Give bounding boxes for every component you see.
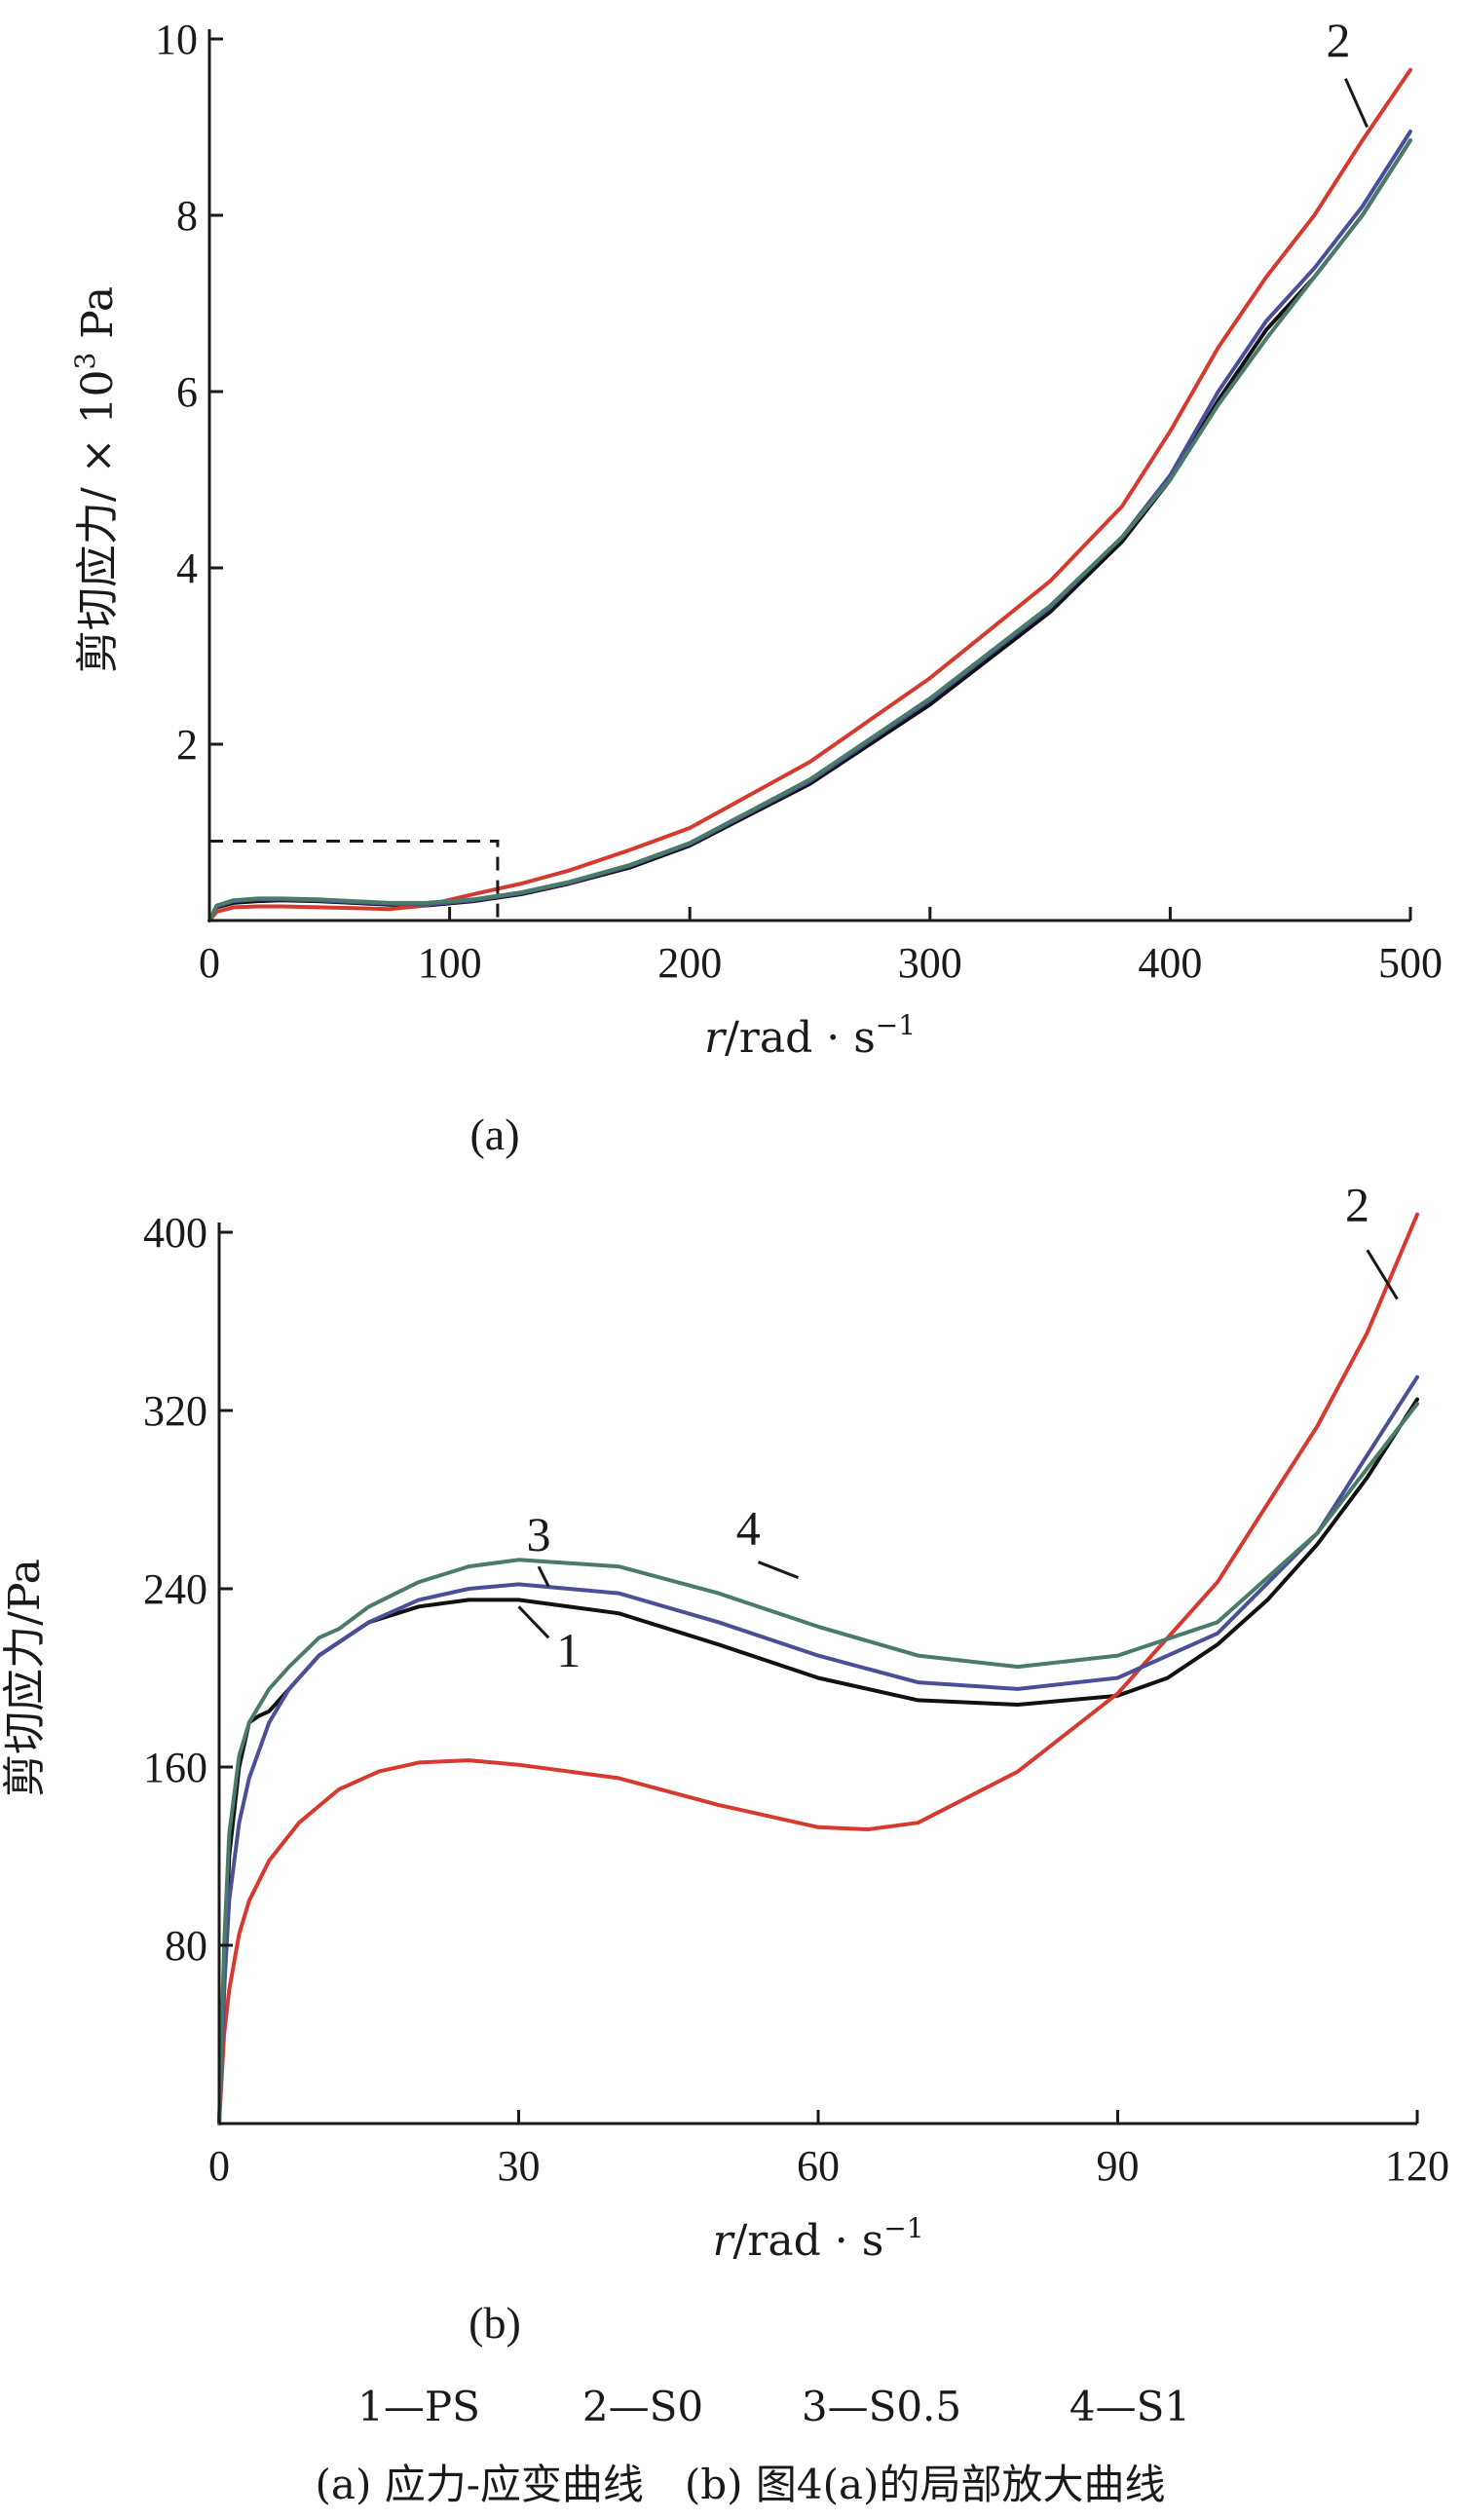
panel-a-x-var: r (704, 1013, 728, 1063)
panel-a-y-text: 剪切应力/ × 10 (73, 370, 123, 674)
panel-a-series-4-line (207, 138, 1412, 922)
panel-b-x-tick-label: 90 (1097, 2142, 1140, 2190)
panel-b-y-tick-label: 160 (143, 1744, 207, 1791)
panel-b-series-tags: 1 2 3 4 (517, 1178, 1399, 1677)
panel-b-tag-leader (757, 1561, 800, 1579)
panel-a-x-tick-label: 500 (1378, 939, 1443, 987)
panel-a-series-tags: 2 (1327, 13, 1369, 129)
panel-a-x-exp: −1 (876, 1009, 916, 1041)
panel-b-series-1-tag: 1 (556, 1623, 581, 1677)
panel-b-x-tick-label: 60 (797, 2142, 840, 2190)
panel-b-x-var: r (712, 2216, 735, 2266)
panel-b-series-4-line (217, 1402, 1419, 2125)
panel-b-axes (217, 1222, 1417, 2125)
panel-a-series (207, 67, 1412, 922)
panel-a-y-tick-label: 6 (176, 368, 198, 416)
panel-b-label: (b) (469, 2298, 521, 2348)
figure-caption: (a) 应力-应变曲线 (b) 图4(a)的局部放大曲线 (316, 2461, 1166, 2508)
panel-a-x-tick-label: 300 (898, 939, 962, 987)
panel-b-x-unit: /rad · s (732, 2216, 883, 2266)
panel-a-y-tick-label: 2 (176, 721, 198, 769)
panel-a-y-tick-label: 4 (176, 545, 198, 592)
panel-a-y-tick-label: 8 (176, 192, 198, 240)
panel-b: 0 30 60 90 120 80 160 240 320 400 1 2 3 4 r/rad · s−… (0, 1178, 1449, 2348)
panel-a-series-2-line (207, 67, 1412, 922)
legend-item-s1: 4—S1 (1069, 2383, 1190, 2430)
panel-b-tag-leader (1366, 1249, 1399, 1300)
legend-item-s0-5: 3—S0.5 (802, 2383, 961, 2430)
panel-b-y-text: 剪切应力/Pa (0, 1559, 50, 1797)
panel-b-ticks: 0 30 60 90 120 80 160 240 320 400 (143, 1209, 1449, 2190)
legend-item-s0: 2—S0 (582, 2383, 703, 2430)
panel-a-tag-leader (1344, 78, 1369, 129)
panel-a-x-axis-title: r/rad · s−1 (704, 1009, 916, 1063)
panel-a-x-unit: /rad · s (725, 1013, 876, 1063)
panel-a-ticks: 0 100 200 300 400 500 2 4 6 8 10 (155, 16, 1443, 987)
panel-a-inset-box (207, 840, 500, 922)
panel-b-y-axis-title: 剪切应力/Pa (0, 1559, 50, 1797)
panel-b-series-3-line (217, 1374, 1419, 2125)
panel-a-x-tick-label: 0 (199, 939, 220, 987)
panel-b-series-4-tag: 4 (736, 1500, 761, 1555)
panel-b-series (217, 1212, 1419, 2125)
panel-b-y-tick-label: 240 (143, 1565, 207, 1613)
legend-item-ps: 1—PS (357, 2383, 480, 2430)
panel-a-x-tick-label: 100 (418, 939, 482, 987)
panel-a-series-2-tag: 2 (1327, 13, 1351, 67)
panel-b-y-tick-label: 80 (165, 1922, 207, 1970)
panel-b-x-tick-label: 120 (1385, 2142, 1449, 2190)
panel-b-tag-leader (537, 1565, 550, 1588)
panel-b-series-3-tag: 3 (527, 1507, 551, 1561)
panel-a-series-1-line (207, 138, 1412, 922)
panel-b-series-1-line (217, 1397, 1419, 2125)
panel-a-axes (207, 29, 1410, 922)
panel-a-y-axis-title: 剪切应力/ × 103 Pa (69, 286, 123, 673)
panel-a-y-unit: Pa (73, 286, 123, 353)
panel-b-y-tick-label: 400 (143, 1209, 207, 1257)
panel-a: 0 100 200 300 400 500 2 4 6 8 10 2 r/rad · s−1 剪切应… (69, 13, 1443, 1159)
panel-b-series-2-line (217, 1212, 1419, 2125)
panel-a-x-tick-label: 400 (1138, 939, 1202, 987)
legend: 1—PS 2—S0 3—S0.5 4—S1 (357, 2383, 1190, 2430)
panel-a-label: (a) (469, 1110, 519, 1159)
panel-b-series-2-tag: 2 (1345, 1178, 1369, 1232)
panel-a-y-exp: 3 (69, 353, 101, 370)
panel-a-series-3-line (207, 130, 1412, 922)
panel-b-tag-leader (517, 1605, 550, 1639)
panel-a-x-tick-label: 200 (657, 939, 722, 987)
panel-b-x-tick-label: 0 (208, 2142, 230, 2190)
panel-b-x-tick-label: 30 (498, 2142, 541, 2190)
panel-b-x-axis-title: r/rad · s−1 (712, 2212, 923, 2266)
panel-b-y-tick-label: 320 (143, 1387, 207, 1435)
panel-a-y-tick-label: 10 (155, 16, 198, 63)
panel-b-x-exp: −1 (883, 2212, 923, 2244)
